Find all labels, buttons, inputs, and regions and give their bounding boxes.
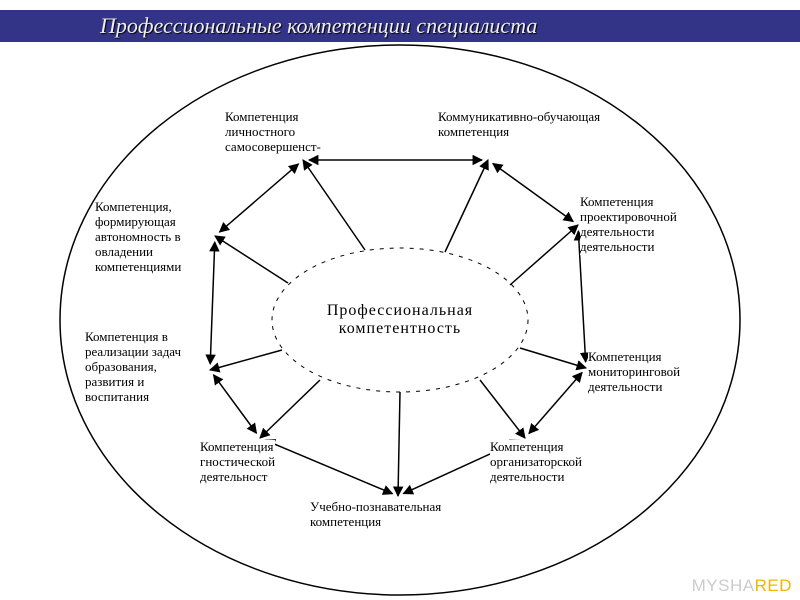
diagram-canvas: Компетенцияличностногосамосовершенст- Ком… (0, 0, 800, 600)
center-label: Профессиональная компетентность (285, 302, 515, 338)
watermark-accent: RED (755, 576, 792, 595)
competency-node: Компетенция вреализации задачобразования… (85, 330, 181, 405)
competency-node: Компетенцияорганизаторскойдеятельности (490, 440, 582, 485)
competency-node: Компетенция,формирующаяавтономность вовл… (95, 200, 181, 275)
competency-node: Компетенциямониторинговойдеятельности (588, 350, 680, 395)
competency-node: Компетенциягностическойдеятельност (200, 440, 275, 485)
watermark-text: MYSHA (692, 576, 755, 595)
competency-node: Компетенцияпроектировочнойдеятельностиде… (580, 195, 677, 255)
competency-node: Компетенцияличностногосамосовершенст- (225, 110, 321, 155)
competency-node: Коммуникативно-обучающаякомпетенция (438, 110, 600, 140)
watermark: MYSHARED (692, 576, 792, 596)
competency-node: Учебно-познавательнаякомпетенция (310, 500, 441, 530)
